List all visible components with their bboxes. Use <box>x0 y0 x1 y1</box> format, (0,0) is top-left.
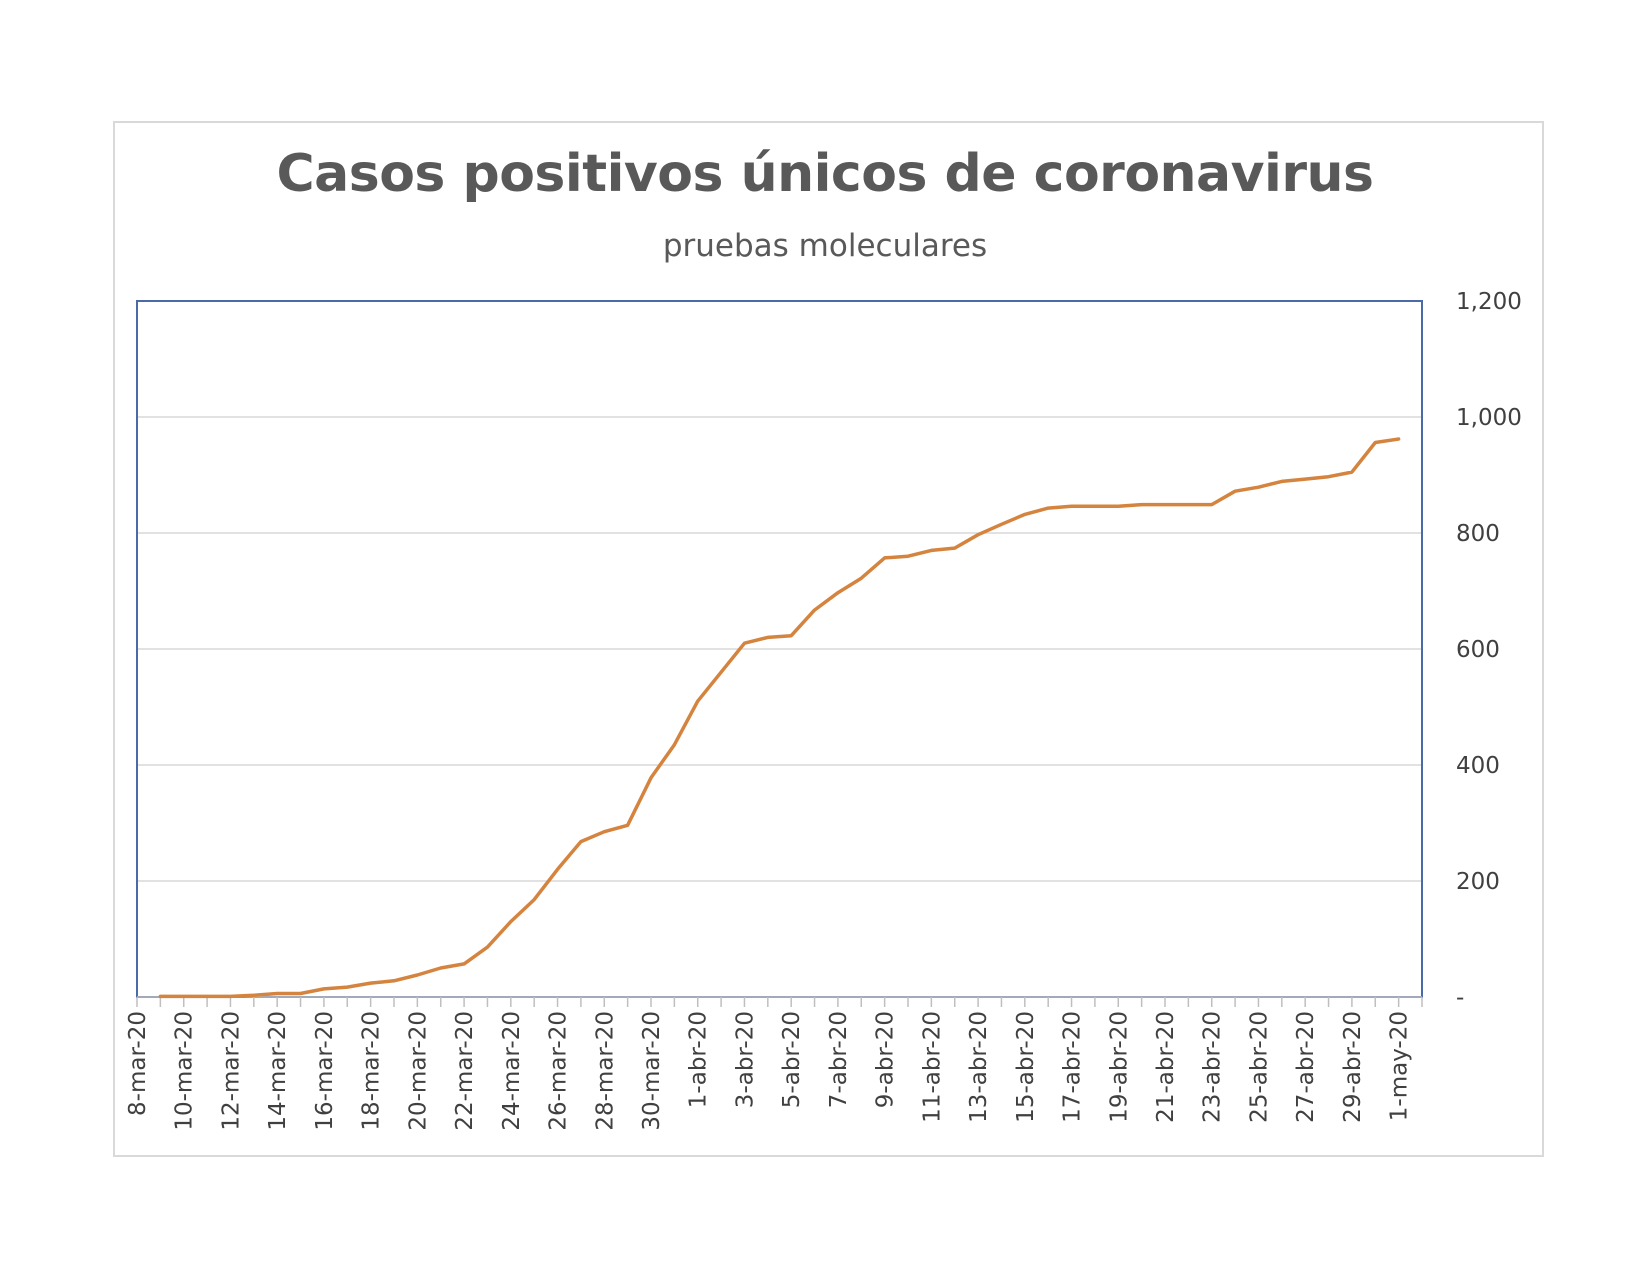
gridlines <box>137 416 1422 882</box>
y-tick-label: 1,200 <box>1456 289 1522 315</box>
y-axis: - 200 400 600 800 1,000 1,200 <box>1456 289 1522 1011</box>
y-tick-label: 1,000 <box>1456 405 1522 431</box>
x-tick-label: 16-mar-20 <box>312 1011 338 1131</box>
x-tick-label: 8-mar-20 <box>125 1011 151 1116</box>
x-tick-label: 15-abr-20 <box>1013 1011 1039 1123</box>
x-tick-label: 25-abr-20 <box>1246 1011 1272 1123</box>
x-tick-label: 29-abr-20 <box>1340 1011 1366 1123</box>
x-tick-label: 12-mar-20 <box>218 1011 244 1131</box>
x-tick-label: 5-abr-20 <box>779 1011 805 1108</box>
chart-subtitle: pruebas moleculares <box>662 228 988 264</box>
chart-title: Casos positivos únicos de coronavirus <box>276 144 1375 204</box>
x-tick-label: 24-mar-20 <box>499 1011 525 1131</box>
x-tick-label: 18-mar-20 <box>359 1011 385 1131</box>
x-tick-label: 9-abr-20 <box>873 1011 899 1108</box>
x-tick-label: 26-mar-20 <box>546 1011 572 1131</box>
series-line <box>158 437 1401 999</box>
x-tick-label: 30-mar-20 <box>639 1011 665 1131</box>
chart-frame <box>113 121 1544 1157</box>
y-tick-label: 600 <box>1456 637 1500 663</box>
x-tick-label: 27-abr-20 <box>1293 1011 1319 1123</box>
y-tick-label: 400 <box>1456 753 1500 779</box>
x-tick-label: 3-abr-20 <box>732 1011 758 1108</box>
x-tick-label: 22-mar-20 <box>452 1011 478 1131</box>
x-tick-label: 11-abr-20 <box>919 1011 945 1123</box>
y-tick-label: 800 <box>1456 521 1500 547</box>
x-tick-label: 10-mar-20 <box>172 1011 198 1131</box>
x-tick-label: 23-abr-20 <box>1200 1011 1226 1123</box>
x-axis: 8-mar-20 10-mar-20 12-mar-20 14-mar-20 16-ma… <box>125 996 1423 1131</box>
x-tick-label: 7-abr-20 <box>826 1011 852 1108</box>
x-tick-label: 19-abr-20 <box>1106 1011 1132 1123</box>
x-tick-label: 17-abr-20 <box>1060 1011 1086 1123</box>
y-tick-label: 200 <box>1456 869 1500 895</box>
data-points <box>158 437 1400 998</box>
x-tick-label: 28-mar-20 <box>592 1011 618 1131</box>
x-tick-label: 20-mar-20 <box>405 1011 431 1131</box>
x-tick-label: 1-abr-20 <box>686 1011 712 1108</box>
x-tick-label: 1-may-20 <box>1387 1011 1413 1121</box>
x-tick-label: 21-abr-20 <box>1153 1011 1179 1123</box>
x-tick-label: 14-mar-20 <box>265 1011 291 1131</box>
y-tick-label: - <box>1456 985 1464 1011</box>
x-tick-label: 13-abr-20 <box>966 1011 992 1123</box>
